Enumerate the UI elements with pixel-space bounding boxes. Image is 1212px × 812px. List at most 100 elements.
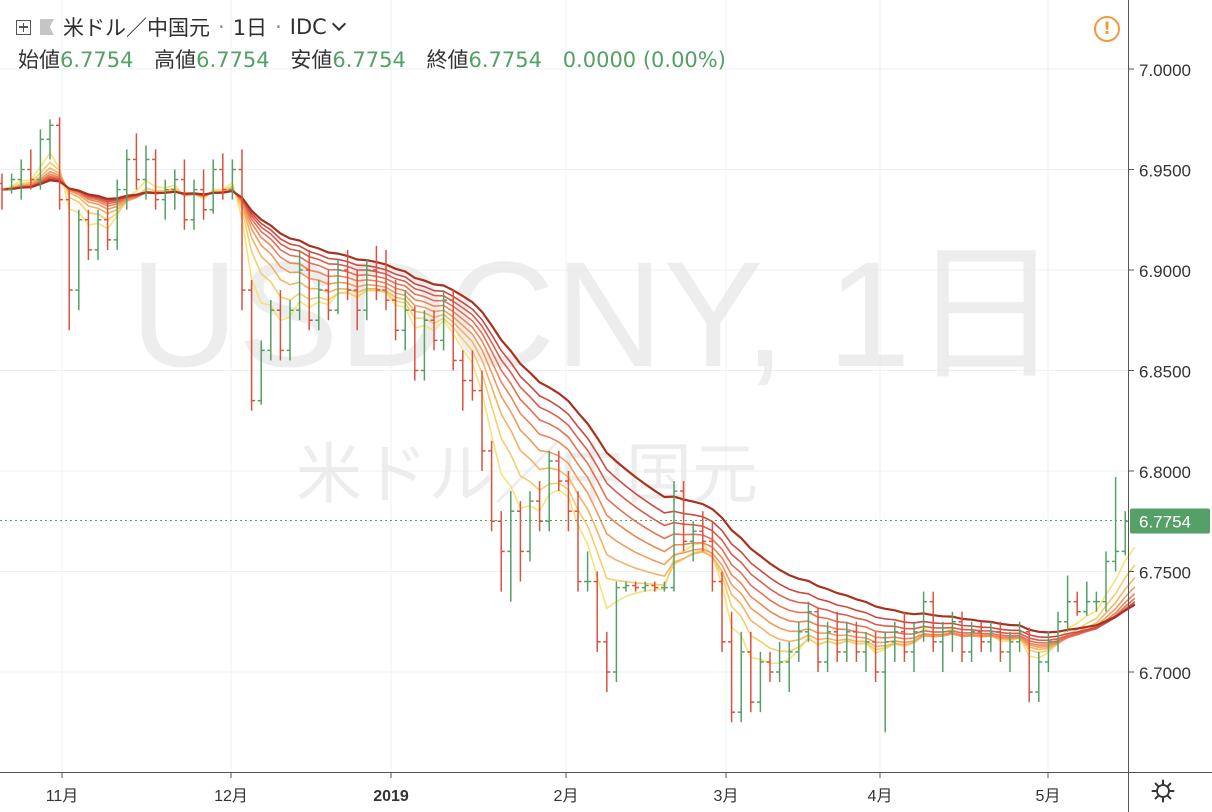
ohlc-bar [852, 621, 860, 662]
alert-icon[interactable]: ! [1094, 16, 1120, 42]
ohlc-bar [670, 481, 678, 592]
chevron-down-icon[interactable] [331, 16, 346, 32]
source-label[interactable]: IDC [289, 15, 327, 39]
ohlc-bar [27, 149, 35, 190]
symbol-header[interactable]: 米ドル／中国元 · 1日 · IDC [16, 12, 346, 42]
ohlc-bar [526, 491, 534, 562]
time-tick-label: 3月 [714, 788, 739, 805]
ohlc-bar [689, 521, 697, 562]
ohlc-bar [881, 631, 889, 733]
ohlc-bar [65, 189, 73, 331]
ohlc-bar [315, 280, 323, 331]
ohlc-bar [843, 621, 851, 662]
price-tick-label: 6.7500 [1139, 564, 1191, 583]
ohlc-bar [1092, 591, 1100, 612]
ohlc-bar [478, 370, 486, 471]
separator-dot: · [218, 15, 225, 39]
time-tick-label: 2月 [554, 788, 579, 805]
time-tick-label: 4月 [868, 788, 893, 805]
ohlc-bar [238, 149, 246, 311]
ohlc-bar [488, 440, 496, 532]
ohlc-bar [190, 179, 198, 230]
ohlc-bar [324, 270, 332, 321]
ohlc-bar [449, 290, 457, 371]
ohlc-bar [804, 601, 812, 642]
ohlc-bar [756, 651, 764, 713]
ohlc-bar [1102, 551, 1110, 612]
ohlc-bar [0, 173, 6, 210]
ohlc-bar [84, 209, 92, 260]
ohlc-bar [17, 159, 25, 200]
ohlc-bar [8, 173, 16, 194]
ohlc-bar [776, 641, 784, 683]
current-price-label-box [1130, 508, 1210, 534]
ohlc-bar [392, 280, 400, 341]
watermark-description: 米ドル／中国元 [296, 436, 758, 513]
ohlc-bar [267, 300, 275, 361]
ohlc-bar [872, 631, 880, 683]
ohlc-bar [296, 249, 304, 321]
ohlc-bar [603, 631, 611, 693]
time-tick-label: 2019 [373, 788, 409, 805]
interval-label[interactable]: 1日 [232, 16, 268, 40]
ohlc-bar [977, 621, 985, 652]
ohlc-bar [584, 551, 592, 592]
ohlc-bar [363, 259, 371, 321]
ohlc-bar [1006, 631, 1014, 672]
ohlc-bar [334, 259, 342, 315]
ohlc-bar [766, 651, 774, 683]
price-tick-label: 6.7000 [1139, 664, 1191, 683]
ohlc-bar [574, 491, 582, 592]
ohlc-bar [545, 450, 553, 532]
ohlc-bar [708, 521, 716, 592]
ohlc-bar [200, 169, 208, 220]
ohlc-bar [1025, 627, 1033, 703]
ohlc-bar [171, 169, 179, 210]
ohlc-bar [948, 611, 956, 652]
low-label: 安値 [290, 48, 333, 72]
ohlc-bar [123, 149, 131, 210]
time-tick-label: 5月 [1036, 788, 1061, 805]
ohlc-legend: 始値6.7754 高値6.7754 安値6.7754 終値6.7754 0.00… [18, 44, 726, 74]
ohlc-bar [440, 290, 448, 351]
ohlc-bar [1121, 511, 1129, 556]
high-label: 高値 [154, 48, 197, 72]
watermark: USDCNY, 1日 米ドル／中国元 [130, 230, 1061, 513]
ohlc-bar [987, 621, 995, 652]
ohlc-bar [929, 591, 937, 652]
ohlc-bar [1073, 591, 1081, 616]
ohlc-bar [497, 511, 505, 592]
ohlc-bar [795, 621, 803, 662]
ohlc-bar [814, 607, 822, 672]
current-price-label: 6.7754 [1139, 512, 1191, 531]
ohlc-bar [747, 631, 755, 713]
ohlc-bar [900, 611, 908, 662]
ohlc-bar [56, 117, 64, 210]
separator-dot: · [275, 15, 282, 39]
gear-icon[interactable] [1151, 779, 1175, 803]
ohlc-bar [382, 249, 390, 311]
ohlc-bar [353, 270, 361, 331]
ohlc-bar [1083, 581, 1091, 616]
ohlc-bar [276, 290, 284, 361]
flag-icon[interactable] [40, 19, 54, 35]
ohlc-bar [75, 209, 83, 311]
time-tick-label: 12月 [214, 788, 248, 805]
ohlc-bar [161, 179, 169, 220]
ohlc-bar [209, 159, 217, 214]
ohlc-bar [718, 571, 726, 652]
symbol-name[interactable]: 米ドル／中国元 [63, 16, 210, 40]
ohlc-bar [152, 149, 160, 210]
ohlc-bar [468, 350, 476, 401]
price-tick-label: 6.8500 [1139, 363, 1191, 382]
ohlc-bar [862, 631, 870, 672]
ohlc-bar [891, 621, 899, 662]
ohlc-bar [996, 621, 1004, 662]
plus-square-icon[interactable] [16, 19, 31, 35]
ohlc-bar [1064, 575, 1072, 632]
ohlc-bar [411, 306, 419, 381]
ohlc-bar [680, 481, 688, 552]
ohlc-bar [968, 621, 976, 662]
